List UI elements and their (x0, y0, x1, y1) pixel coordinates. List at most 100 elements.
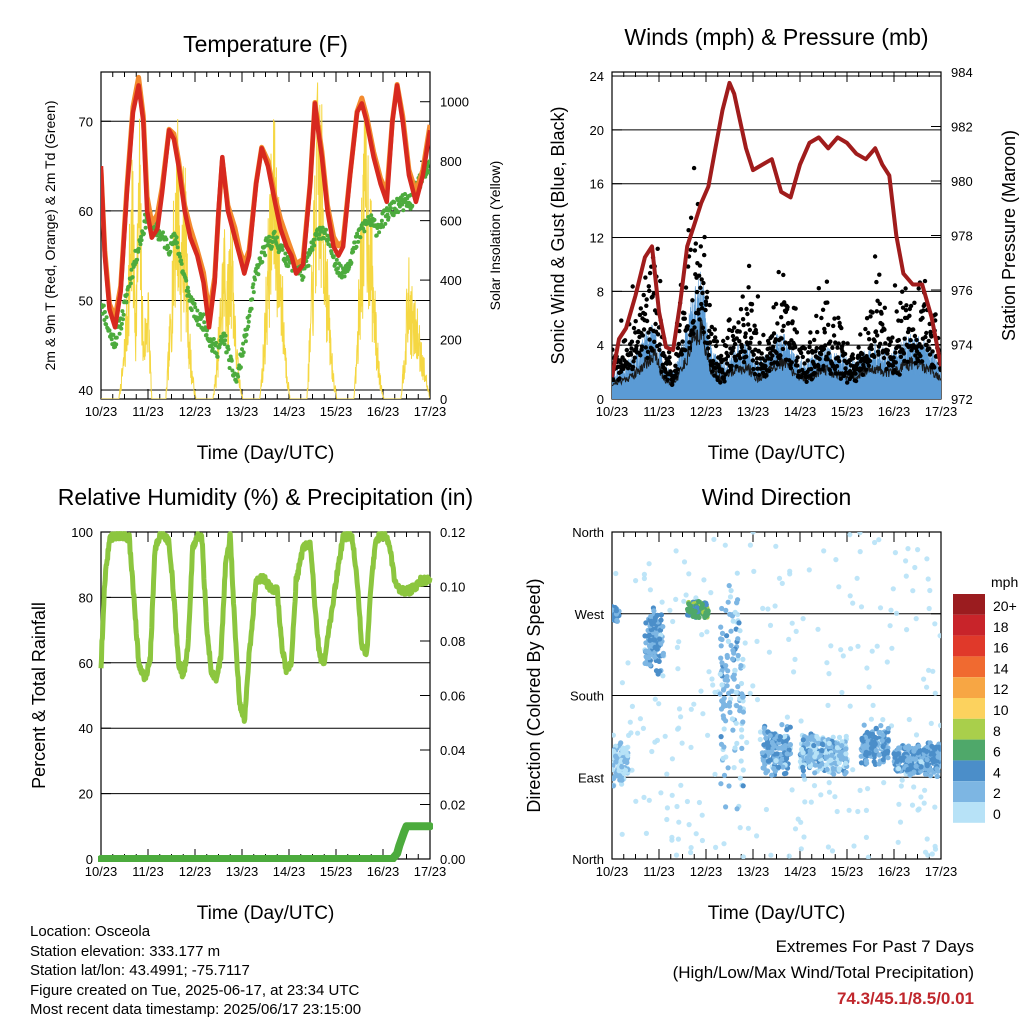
direction-point (750, 532, 756, 535)
gust-point (743, 331, 748, 336)
direction-point (783, 756, 790, 762)
gust-series (612, 165, 941, 387)
gust-point (631, 359, 636, 364)
gust-point (874, 309, 879, 314)
dewpoint-point (381, 224, 385, 229)
gust-point (630, 364, 636, 370)
direction-point (915, 807, 921, 813)
direction-point (698, 688, 704, 694)
direction-point (721, 841, 727, 847)
dewpoint-point (205, 328, 209, 333)
chart-title: Relative Humidity (%) & Precipitation (i… (58, 484, 473, 510)
gust-point (892, 283, 898, 288)
gust-point (835, 345, 840, 350)
direction-point (809, 734, 815, 740)
direction-point (898, 755, 904, 761)
gust-point (773, 337, 778, 342)
gust-point (734, 336, 739, 341)
gust-point (812, 337, 817, 343)
direction-point (836, 734, 843, 741)
direction-point (913, 616, 919, 622)
gust-point (727, 317, 732, 322)
gust-point (819, 315, 824, 321)
y2-tick-label: 974 (951, 338, 973, 353)
gust-point (771, 331, 777, 336)
temperature-2m-line (101, 83, 430, 330)
gust-point (817, 356, 822, 362)
gust-point (761, 332, 766, 338)
direction-point (699, 605, 705, 611)
dewpoint-point (135, 257, 140, 262)
gust-point (699, 306, 705, 311)
dewpoint-point (202, 320, 207, 325)
direction-point (924, 748, 930, 755)
y-tick-label: North (572, 525, 604, 540)
direction-point (681, 559, 688, 565)
gust-point (927, 346, 932, 351)
gust-point (616, 364, 621, 369)
dewpoint-point (230, 368, 235, 373)
direction-point (699, 837, 706, 844)
y-tick-label: 80 (79, 590, 93, 605)
direction-point (846, 807, 852, 813)
gust-point (703, 307, 708, 313)
relative-humidity-line (98, 531, 433, 724)
direction-point (708, 590, 714, 596)
direction-point (706, 669, 712, 675)
direction-point (617, 777, 623, 783)
direction-point (747, 690, 753, 696)
gust-point (817, 367, 822, 372)
gust-point (749, 335, 754, 341)
dewpoint-point (224, 350, 229, 355)
direction-point (728, 642, 734, 649)
direction-point (800, 772, 807, 779)
direction-point (712, 771, 718, 778)
gust-point (643, 275, 648, 280)
direction-point (836, 584, 842, 590)
direction-point (737, 825, 743, 831)
direction-point (904, 627, 910, 633)
gust-point (710, 369, 715, 374)
x-tick-label: 12/23 (179, 864, 212, 879)
direction-point (739, 727, 745, 733)
direction-point (727, 594, 734, 600)
dewpoint-point (320, 225, 325, 230)
direction-point (861, 722, 867, 728)
direction-point (811, 783, 818, 789)
direction-point (784, 751, 790, 757)
gust-point (771, 344, 776, 350)
direction-point (857, 532, 863, 536)
y2-tick-label: 200 (440, 333, 462, 348)
gust-point (745, 311, 750, 317)
gust-point (687, 340, 692, 345)
gust-point (635, 339, 640, 345)
direction-point (826, 740, 832, 747)
info-location: Location: Osceola (30, 923, 151, 940)
direction-point (735, 684, 741, 690)
direction-point (652, 654, 658, 660)
direction-point (826, 780, 832, 786)
legend-swatch (953, 739, 985, 761)
direction-point (676, 706, 683, 712)
dewpoint-point (214, 351, 219, 356)
gust-point (702, 234, 707, 240)
gust-point (806, 350, 811, 355)
direction-point (726, 783, 732, 789)
gust-point (667, 355, 672, 360)
gust-point (838, 371, 843, 376)
gust-point (752, 323, 757, 328)
direction-point (699, 632, 705, 638)
gust-point (764, 373, 769, 378)
direction-point (778, 745, 784, 751)
direction-point (641, 575, 648, 582)
direction-point (734, 570, 740, 576)
direction-point (673, 548, 679, 554)
gust-point (696, 311, 701, 316)
direction-point (866, 684, 872, 690)
gust-point (725, 335, 730, 341)
direction-point (658, 612, 665, 618)
direction-point (614, 617, 620, 624)
direction-point (730, 647, 736, 653)
direction-point (864, 665, 870, 671)
gust-point (896, 337, 901, 343)
